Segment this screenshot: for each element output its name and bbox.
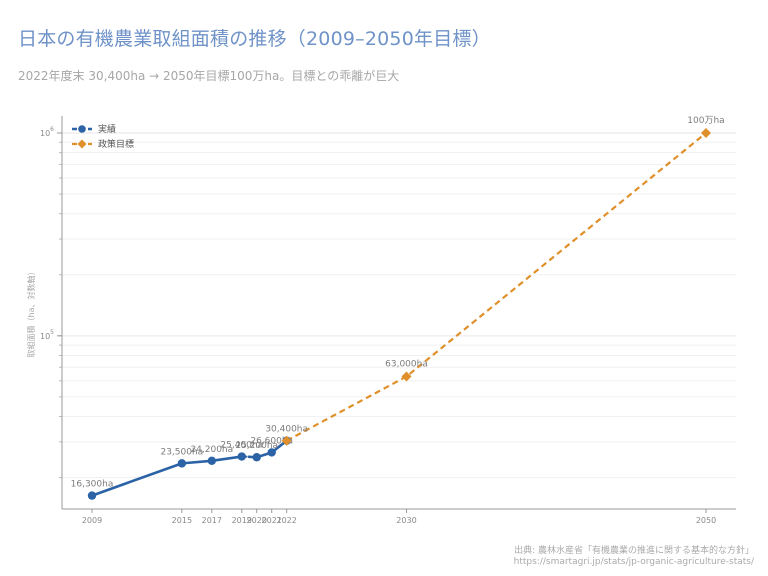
series-line-target	[286, 132, 707, 442]
data-point-actual[interactable]	[267, 448, 276, 457]
data-label-target: 63,000ha	[385, 360, 428, 370]
data-label-actual: 30,400ha	[265, 425, 308, 435]
data-point-target[interactable]	[401, 371, 412, 382]
source-url[interactable]: https://smartagri.jp/stats/jp-organic-ag…	[513, 557, 754, 567]
legend-label-actual: 実績	[98, 123, 116, 135]
y-axis-label: 取組面積（ha、対数軸）	[26, 268, 36, 358]
data-label-target: 100万ha	[687, 116, 724, 126]
source-citation: 出典: 農林水産省「有機農業の推進に関する基本的な方針」	[514, 546, 754, 556]
data-point-actual[interactable]	[87, 491, 97, 500]
x-tick-label: 2022	[277, 516, 297, 525]
data-point-actual[interactable]	[252, 453, 261, 462]
series-line-actual-segment	[180, 459, 214, 465]
legend-marker-target	[77, 139, 87, 149]
x-tick-label: 2015	[172, 516, 192, 525]
legend-label-target: 政策目標	[98, 138, 134, 150]
x-tick-label: 2030	[396, 516, 416, 525]
x-tick-label: 2050	[696, 516, 716, 525]
y-tick-label: 105	[40, 329, 54, 341]
series-line-actual-segment	[210, 455, 244, 463]
x-tick-label: 2017	[202, 516, 222, 525]
x-tick-label: 2020	[247, 516, 267, 525]
legend-marker-actual	[78, 125, 86, 133]
data-label-actual: 16,300ha	[71, 480, 114, 490]
data-point-actual[interactable]	[177, 459, 187, 468]
data-label-actual: 23,500ha	[160, 447, 203, 457]
series-line-actual-segment	[90, 462, 184, 497]
data-point-target[interactable]	[701, 128, 711, 138]
chart-subtitle: 2022年度末 30,400ha → 2050年目標100万ha。目標との乖離が…	[18, 69, 400, 83]
data-point-actual[interactable]	[237, 452, 246, 461]
data-label-actual: 26,600ha	[250, 436, 293, 446]
data-label-actual: 25,400ha	[220, 441, 263, 451]
x-tick-label: 2021	[262, 516, 282, 525]
x-tick-label: 2009	[82, 516, 102, 525]
data-point-actual[interactable]	[207, 456, 217, 465]
data-label-actual: 24,200ha	[190, 445, 233, 455]
chart-title: 日本の有機農業取組面積の推移（2009–2050年目標）	[18, 28, 491, 50]
data-point-target[interactable]	[281, 435, 292, 446]
data-label-actual: 25,200ha	[235, 441, 278, 451]
x-tick-label: 2019	[232, 516, 252, 525]
y-tick-label: 106	[40, 126, 54, 138]
